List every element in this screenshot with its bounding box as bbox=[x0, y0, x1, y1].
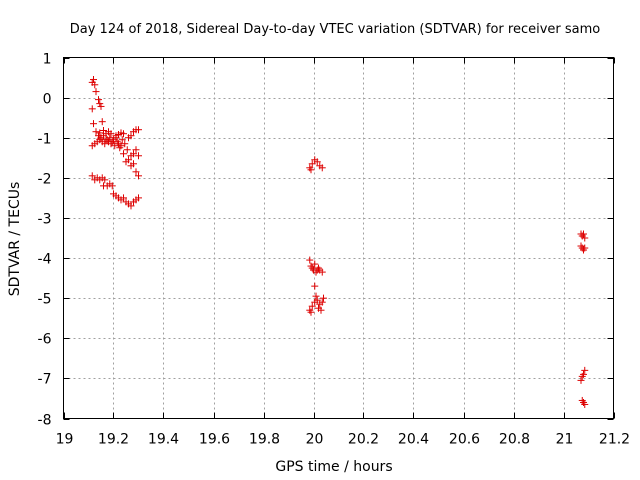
data-point bbox=[98, 118, 106, 126]
x-tick-label: 20.4 bbox=[398, 432, 429, 448]
data-point bbox=[130, 150, 137, 158]
data-point bbox=[120, 130, 127, 138]
data-point bbox=[135, 126, 142, 134]
x-tick-label: 19.2 bbox=[98, 432, 129, 448]
data-point bbox=[580, 230, 587, 238]
data-point bbox=[581, 244, 589, 252]
data-point bbox=[313, 296, 321, 304]
data-point bbox=[97, 102, 105, 110]
y-tick-label: -4 bbox=[38, 252, 52, 268]
x-tick-label: 19.6 bbox=[199, 432, 230, 448]
data-point bbox=[135, 152, 142, 160]
y-tick-label: -8 bbox=[38, 413, 52, 429]
chart-title: Day 124 of 2018, Sidereal Day-to-day VTE… bbox=[70, 22, 601, 37]
data-point bbox=[121, 140, 129, 148]
data-point bbox=[100, 182, 107, 190]
data-point bbox=[132, 146, 140, 154]
data-point bbox=[101, 140, 109, 148]
data-point bbox=[92, 88, 100, 96]
x-tick-label: 20.6 bbox=[449, 432, 480, 448]
x-tick-label: 20 bbox=[306, 432, 324, 448]
data-point bbox=[127, 202, 135, 210]
data-point bbox=[318, 298, 326, 306]
data-point bbox=[90, 120, 97, 128]
data-point bbox=[108, 182, 116, 190]
data-point bbox=[317, 306, 325, 314]
y-tick-label: -3 bbox=[38, 212, 52, 228]
x-tick-label: 19.4 bbox=[148, 432, 179, 448]
y-axis-label: SDTVAR / TECUs bbox=[7, 182, 23, 297]
data-point bbox=[117, 142, 125, 150]
grid bbox=[63, 57, 614, 419]
data-point bbox=[581, 400, 589, 408]
x-axis-label: GPS time / hours bbox=[275, 459, 392, 475]
data-point bbox=[101, 176, 109, 184]
data-point bbox=[307, 166, 315, 174]
data-point bbox=[135, 194, 142, 202]
y-tick-label: -6 bbox=[38, 332, 52, 348]
data-point bbox=[135, 172, 142, 180]
data-point bbox=[107, 140, 115, 148]
data-point bbox=[577, 376, 585, 384]
data-point bbox=[130, 160, 137, 168]
data-point bbox=[100, 132, 107, 140]
data-point bbox=[318, 268, 326, 276]
data-point bbox=[120, 194, 127, 202]
data-point bbox=[581, 234, 589, 242]
data-point bbox=[306, 256, 314, 264]
data-point bbox=[88, 172, 96, 180]
x-tick-label: 19 bbox=[56, 432, 74, 448]
data-point bbox=[312, 292, 320, 300]
data-point bbox=[92, 128, 100, 136]
y-tick-label: -2 bbox=[38, 172, 52, 188]
data-point bbox=[320, 294, 327, 302]
x-tick-label: 21 bbox=[556, 432, 574, 448]
data-point bbox=[308, 302, 316, 310]
data-point bbox=[106, 134, 114, 142]
data-point bbox=[112, 134, 120, 142]
x-tick-label: 19.8 bbox=[249, 432, 280, 448]
data-point bbox=[313, 158, 321, 166]
data-point bbox=[132, 168, 140, 176]
data-point bbox=[123, 146, 131, 154]
data-point bbox=[125, 156, 132, 164]
data-point bbox=[111, 142, 119, 150]
y-tick-label: -5 bbox=[38, 292, 52, 308]
data-point bbox=[95, 96, 102, 104]
data-point bbox=[127, 132, 135, 140]
data-point bbox=[118, 136, 126, 144]
y-tick-labels: 1 0 -1 -2 -3 -4 -5 -6 -7 -8 bbox=[38, 52, 52, 429]
plot-frame bbox=[63, 57, 614, 419]
data-points bbox=[88, 76, 589, 408]
data-point bbox=[107, 130, 115, 138]
data-point bbox=[308, 160, 316, 168]
data-point bbox=[307, 308, 315, 316]
data-point bbox=[90, 76, 97, 84]
data-point bbox=[580, 370, 587, 378]
data-point bbox=[581, 366, 589, 374]
x-tick-label: 20.8 bbox=[499, 432, 530, 448]
data-point bbox=[311, 282, 319, 290]
x-tick-label: 20.2 bbox=[348, 432, 379, 448]
y-tick-label: -1 bbox=[38, 132, 52, 148]
data-point bbox=[91, 81, 99, 89]
y-tick-label: 1 bbox=[43, 52, 52, 68]
y-tick-label: 0 bbox=[43, 92, 52, 108]
data-point bbox=[88, 105, 96, 113]
x-tick-label: 21.2 bbox=[599, 432, 630, 448]
x-tick-labels: 19 19.2 19.4 19.6 19.8 20 20.2 20.4 20.6 20.8 21 21… bbox=[56, 432, 631, 448]
data-point bbox=[318, 164, 326, 172]
data-point bbox=[311, 260, 319, 268]
y-tick-label: -7 bbox=[38, 372, 52, 388]
data-point bbox=[120, 150, 127, 158]
axis-ticks bbox=[63, 57, 615, 420]
